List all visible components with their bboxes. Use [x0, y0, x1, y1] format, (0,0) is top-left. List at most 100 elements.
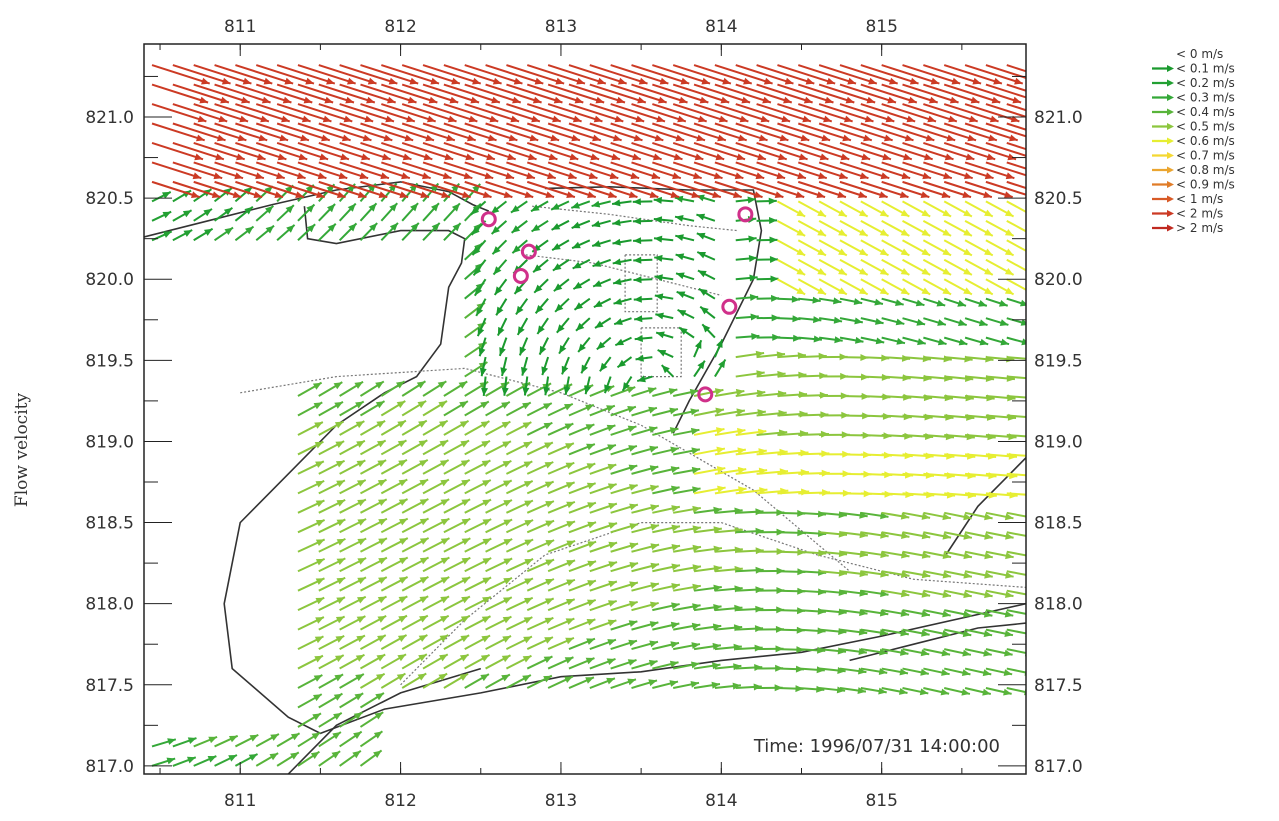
flow-arrow: [673, 622, 701, 631]
flow-arrow: [777, 161, 828, 180]
flow-arrow: [568, 657, 595, 670]
flow-arrow: [756, 142, 808, 161]
flow-arrow: [380, 459, 408, 475]
legend-entry: < 0.9 m/s: [1152, 178, 1235, 192]
flow-arrow: [964, 83, 1022, 104]
flow-arrow: [1006, 297, 1026, 307]
flow-arrow: [652, 583, 681, 592]
flow-arrow: [610, 523, 639, 534]
flow-arrow: [380, 380, 406, 397]
flow-arrow: [297, 731, 321, 748]
flow-arrow: [902, 122, 956, 142]
flow-arrow: [547, 83, 605, 104]
flow-arrow: [860, 511, 889, 520]
legend-entry: < 1 m/s: [1152, 192, 1223, 206]
flow-arrow: [526, 500, 555, 514]
marker-layer: [480, 206, 754, 403]
flow-arrow: [612, 219, 632, 226]
flow-arrow: [633, 256, 653, 264]
flow-arrow: [985, 122, 1026, 138]
x-tick-label-top: 812: [384, 17, 416, 37]
flow-arrow: [631, 83, 688, 104]
flow-arrow: [985, 317, 1009, 326]
flow-arrow: [485, 635, 512, 650]
flow-arrow: [443, 420, 470, 436]
flow-arrow: [631, 484, 659, 495]
flow-arrow: [610, 639, 638, 651]
flow-arrow: [536, 317, 549, 335]
flow-arrow: [610, 83, 667, 104]
plot-frame: [143, 43, 1027, 775]
flow-arrow: [881, 570, 910, 578]
flow-arrow: [568, 521, 597, 534]
flow-arrow: [339, 711, 363, 728]
flow-arrow: [443, 498, 471, 514]
flow-arrow: [881, 687, 908, 695]
station-marker: [697, 386, 714, 403]
flow-arrow: [568, 599, 597, 612]
flow-arrow: [902, 239, 931, 257]
flow-arrow: [631, 161, 682, 180]
flow-arrow: [631, 543, 660, 553]
flow-arrow: [359, 380, 385, 397]
legend-arrowhead: [1167, 79, 1174, 87]
flow-arrow: [1006, 395, 1026, 399]
flow-arrow: [422, 595, 450, 612]
flow-arrow: [151, 83, 209, 104]
legend-arrowhead: [1167, 152, 1174, 159]
flow-arrow: [422, 64, 482, 85]
coastline-layer: [144, 181, 1026, 774]
flow-arrow: [568, 637, 596, 651]
flow-arrow: [339, 400, 365, 417]
flow-arrow: [381, 64, 440, 85]
flow-arrow: [381, 83, 438, 104]
flow-arrow: [964, 570, 993, 579]
flow-arrow: [235, 161, 286, 180]
flow-arrow: [902, 687, 929, 696]
flow-arrow: [339, 518, 367, 534]
flow-arrow: [818, 297, 842, 305]
flow-arrow: [359, 400, 386, 417]
flow-arrow: [652, 103, 708, 123]
flow-arrow: [464, 83, 522, 104]
flow-arrow: [592, 278, 612, 288]
flow-arrow: [735, 274, 758, 282]
flow-arrow: [693, 446, 726, 456]
y-tick-label-right: 819.0: [1034, 432, 1083, 452]
flow-arrow: [964, 64, 1024, 85]
flow-arrow: [591, 219, 611, 228]
flow-arrow: [589, 599, 618, 612]
flow-arrow: [318, 420, 345, 436]
flow-arrow: [589, 619, 617, 631]
flow-arrow: [500, 356, 508, 377]
flow-arrow: [631, 406, 658, 417]
flow-arrow: [943, 142, 996, 161]
flow-arrow: [485, 557, 513, 573]
flow-arrow: [491, 239, 508, 255]
flow-arrow: [798, 685, 825, 693]
flow-arrow: [464, 400, 490, 417]
flow-arrow: [631, 465, 659, 475]
flow-arrow: [714, 663, 742, 671]
flow-arrow: [547, 539, 576, 553]
flow-arrow: [693, 103, 749, 123]
flow-arrow: [318, 576, 346, 592]
flow-arrow: [673, 564, 702, 573]
flow-arrow: [881, 667, 909, 676]
flow-arrow: [881, 142, 933, 161]
flow-arrow: [839, 278, 869, 296]
flow-arrow: [485, 440, 512, 456]
flow-arrow: [297, 693, 323, 709]
flow-arrow: [860, 570, 889, 578]
flow-arrow: [276, 83, 334, 104]
flow-arrow: [422, 576, 450, 592]
flow-arrow: [380, 537, 409, 553]
flow-arrow: [213, 226, 234, 242]
flow-arrow: [339, 557, 367, 573]
flow-arrow: [568, 501, 597, 514]
flow-arrow: [985, 161, 1026, 177]
flow-arrow: [553, 278, 570, 292]
flow-arrow: [1006, 609, 1026, 618]
flow-arrow: [475, 298, 487, 317]
